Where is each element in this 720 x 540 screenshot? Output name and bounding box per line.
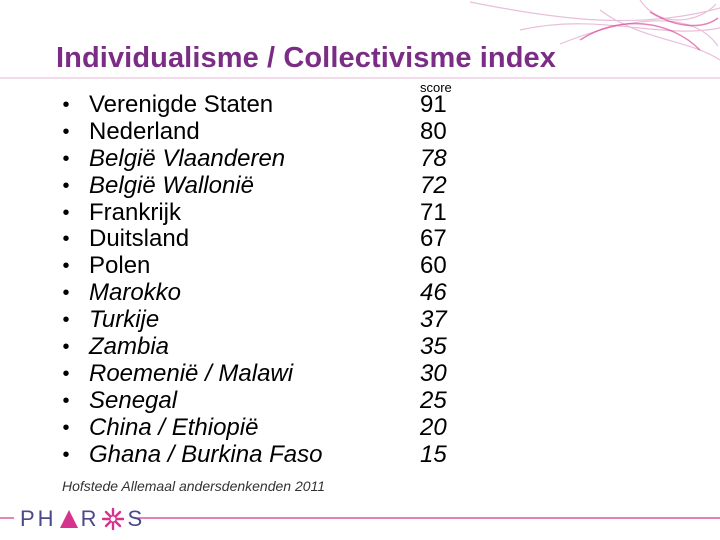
country-score: 91 (420, 91, 447, 118)
list-item: • Roemenië / Malawi 30 (58, 359, 478, 388)
country-name: België Wallonië (89, 171, 254, 199)
bullet-icon: • (62, 174, 70, 197)
list-item: • Zambia 35 (58, 333, 478, 361)
bullet-icon: • (62, 309, 70, 332)
logo-star-icon (102, 507, 125, 531)
country-name: Turkije (89, 306, 160, 334)
list-item: • Ghana / Burkina Faso 15 (58, 440, 478, 469)
bullet-icon: • (62, 336, 70, 359)
list-item: • Senegal 25 (58, 386, 478, 415)
list-item: • Polen 60 (58, 252, 478, 280)
country-score: 80 (420, 117, 447, 145)
bullet-icon: • (62, 120, 70, 143)
list-item: • Nederland 80 (58, 117, 478, 146)
list-item: • België Wallonië 72 (58, 171, 478, 200)
country-name: Nederland (89, 117, 200, 145)
country-score-list: • Verenigde Staten 91 • Nederland 80 • België V… (58, 91, 478, 469)
logo-a-triangle-icon (59, 510, 78, 528)
country-score: 78 (420, 144, 447, 172)
logo-text-right: S (127, 506, 146, 531)
list-item: • Frankrijk 71 (58, 198, 478, 227)
country-name: Marokko (89, 279, 182, 307)
bullet-icon: • (62, 255, 70, 278)
country-score: 35 (420, 333, 447, 361)
country-name: Zambia (89, 333, 170, 361)
bullet-icon: • (62, 94, 70, 116)
list-item: • Verenigde Staten 91 (58, 91, 478, 119)
country-score: 46 (420, 279, 447, 307)
country-score: 25 (420, 386, 447, 414)
bullet-icon: • (62, 362, 70, 385)
logo-text-left: PH (20, 506, 57, 531)
page-title: Individualisme / Collectivisme index (56, 42, 556, 74)
country-score: 37 (420, 306, 447, 334)
logo-r: R (80, 506, 100, 531)
country-name: België Vlaanderen (89, 144, 286, 172)
country-name: Senegal (89, 386, 178, 414)
country-score: 67 (420, 225, 447, 253)
country-name: Duitsland (89, 225, 190, 253)
list-item: • Marokko 46 (58, 279, 478, 307)
bullet-icon: • (62, 443, 70, 466)
country-name: Polen (89, 252, 151, 280)
source-citation: Hofstede Allemaal andersdenkenden 2011 (62, 478, 326, 494)
pharos-logo: PH R S (20, 505, 145, 533)
score-column-header: score (420, 80, 452, 95)
country-name: China / Ethiopië (89, 413, 259, 441)
bullet-icon: • (62, 147, 70, 170)
bullet-icon: • (62, 228, 70, 251)
bullet-icon: • (62, 201, 70, 224)
country-score: 30 (420, 359, 447, 387)
country-name: Verenigde Staten (89, 91, 274, 118)
list-item: • Duitsland 67 (58, 226, 478, 253)
list-item: • Turkije 37 (58, 306, 478, 334)
country-score: 60 (420, 252, 447, 280)
country-score: 71 (420, 198, 447, 226)
country-name: Ghana / Burkina Faso (89, 440, 323, 468)
bullet-icon: • (62, 282, 70, 305)
bullet-icon: • (62, 389, 70, 412)
country-score: 20 (420, 413, 447, 441)
list-item: • België Vlaanderen 78 (58, 144, 478, 173)
country-score: 72 (420, 171, 447, 199)
bullet-icon: • (62, 416, 70, 439)
country-name: Frankrijk (89, 198, 182, 226)
country-name: Roemenië / Malawi (89, 359, 294, 387)
country-score: 15 (420, 440, 447, 468)
list-item: • China / Ethiopië 20 (58, 413, 478, 442)
